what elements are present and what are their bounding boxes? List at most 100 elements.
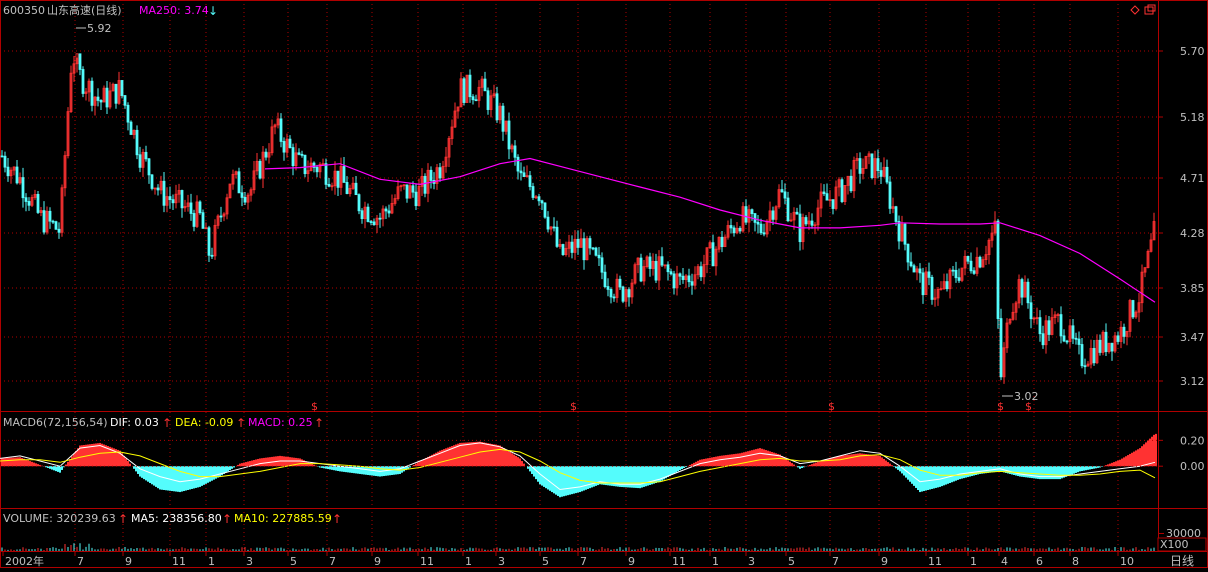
candle <box>3 151 7 173</box>
time-tick-label: 1 <box>970 555 977 568</box>
period-button-label: 日线 <box>1170 554 1194 568</box>
time-tick-label: 3 <box>498 555 505 568</box>
time-tick-label: 7 <box>580 555 587 568</box>
candle <box>147 158 151 184</box>
candle <box>51 219 55 224</box>
candle <box>402 184 406 190</box>
candle <box>285 133 289 158</box>
candle <box>243 191 247 205</box>
ma10-arrow-icon: ↑ <box>332 512 342 526</box>
candle <box>66 107 70 159</box>
candle <box>303 154 307 178</box>
candle <box>324 158 328 190</box>
candle <box>99 99 103 111</box>
candle <box>441 160 445 181</box>
candle <box>396 179 400 201</box>
candle <box>186 194 190 212</box>
candle <box>438 162 442 182</box>
candle <box>948 268 952 299</box>
time-tick-label: 11 <box>420 555 434 568</box>
ma5-arrow-icon: ↑ <box>222 512 232 526</box>
candle <box>165 187 169 213</box>
candle <box>63 151 67 197</box>
candle <box>840 177 844 204</box>
candle <box>465 74 469 103</box>
price-tick-label: 5.18 <box>1180 111 1205 124</box>
candle <box>639 253 643 283</box>
candle <box>972 267 976 275</box>
candle <box>273 123 277 135</box>
candle <box>270 119 274 156</box>
candle <box>573 230 577 260</box>
candle <box>1116 331 1120 345</box>
candle <box>444 146 448 173</box>
candle <box>849 169 853 193</box>
candle <box>1137 293 1141 323</box>
candle <box>561 243 565 256</box>
candle <box>492 84 496 99</box>
candle <box>591 246 595 251</box>
candle <box>57 222 61 239</box>
candle <box>1020 277 1024 306</box>
candle <box>684 274 688 289</box>
candle <box>462 76 466 106</box>
time-tick-label: 6 <box>1036 555 1043 568</box>
candle <box>1002 342 1006 384</box>
candle <box>1104 323 1108 356</box>
candle <box>42 201 46 235</box>
candle <box>744 199 748 225</box>
candle <box>1128 298 1132 338</box>
candle <box>249 187 253 202</box>
candle <box>102 85 106 103</box>
candle <box>48 207 52 229</box>
candle <box>201 209 205 229</box>
candle <box>780 179 784 193</box>
candle <box>117 71 121 105</box>
candle <box>276 112 280 129</box>
candle <box>729 218 733 234</box>
candle <box>546 211 550 233</box>
candle <box>381 205 385 227</box>
candle <box>417 178 421 207</box>
candle <box>21 167 25 208</box>
candle <box>297 148 301 156</box>
candle <box>921 267 925 304</box>
candle <box>792 207 796 230</box>
candle <box>843 184 847 206</box>
candle <box>237 167 241 194</box>
candle <box>1098 334 1102 356</box>
candle <box>564 241 568 257</box>
candle <box>480 75 484 97</box>
candle <box>180 189 184 218</box>
candle <box>375 214 379 234</box>
candle <box>96 88 100 107</box>
candle <box>657 250 661 291</box>
candle <box>864 155 868 169</box>
candle <box>975 247 979 277</box>
candle <box>630 278 634 304</box>
period-button[interactable]: 日线 <box>1159 552 1207 568</box>
candle <box>1011 303 1015 321</box>
candle <box>699 261 703 281</box>
time-tick-label: 3 <box>246 555 253 568</box>
candle <box>357 193 361 215</box>
candle <box>894 205 898 226</box>
candle <box>45 206 49 235</box>
candle <box>450 119 454 146</box>
candle <box>393 194 397 206</box>
candle <box>345 176 349 195</box>
candle <box>537 193 541 206</box>
candle <box>783 183 787 205</box>
candle <box>846 175 850 195</box>
diamond-icon[interactable] <box>1130 5 1140 15</box>
candle <box>702 254 706 285</box>
candle <box>177 183 181 203</box>
candle <box>210 247 214 259</box>
price-y-axis: 5.70 5.18 4.71 4.28 3.85 3.47 3.12 <box>1158 45 1205 388</box>
time-tick-label: 1 <box>208 555 215 568</box>
candle <box>585 235 589 261</box>
candle <box>12 166 16 176</box>
time-tick-label: 9 <box>628 555 635 568</box>
candle <box>39 207 43 217</box>
